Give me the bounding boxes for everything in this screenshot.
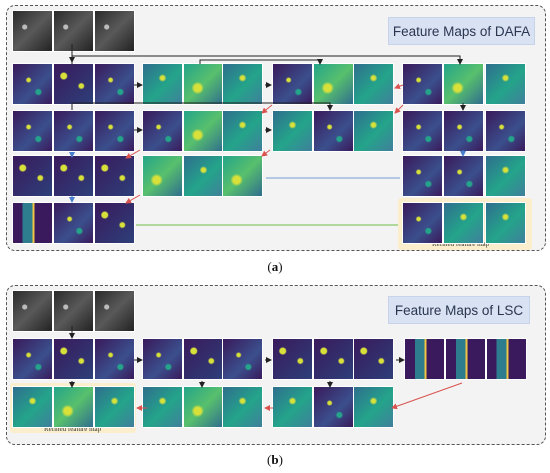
- feature-map-tile: [272, 63, 313, 105]
- feature-map-tile: [12, 63, 53, 105]
- feature-map-tile: [12, 110, 53, 152]
- arrow-b-red-3: [391, 382, 463, 410]
- feature-map-tile: [443, 63, 484, 105]
- feature-map-tile: [53, 202, 94, 244]
- feature-map-tile: [222, 63, 263, 105]
- feature-map-tile: [486, 338, 527, 380]
- feature-map-tile: [12, 338, 53, 380]
- feature-map-tile: [402, 63, 443, 105]
- feature-map-tile: [53, 290, 94, 332]
- feature-map-tile: [94, 110, 135, 152]
- feature-map-tile: [94, 290, 135, 332]
- feature-map-tile: [53, 10, 94, 52]
- feature-map-tile: [272, 338, 313, 380]
- feature-map-tile: [485, 155, 526, 197]
- arrow-a-mid-skip: [71, 102, 333, 111]
- feature-map-tile: [443, 155, 484, 197]
- arrow-a-red-2: [125, 194, 141, 204]
- arrow-a-red-4: [261, 149, 271, 157]
- feature-map-tile: [485, 110, 526, 152]
- caption-a: (a): [267, 259, 283, 274]
- feature-map-tile: [12, 386, 53, 428]
- feature-map-tile: [142, 155, 183, 197]
- feature-map-tile: [353, 63, 394, 105]
- feature-map-tile: [353, 110, 394, 152]
- arrow-a-red-3: [261, 104, 273, 114]
- feature-map-tile: [485, 63, 526, 105]
- feature-map-tile: [222, 110, 263, 152]
- feature-map-tile: [313, 63, 354, 105]
- feature-map-tile: [402, 202, 443, 244]
- feature-map-tile: [12, 155, 53, 197]
- arrow-a-red-5: [394, 104, 404, 114]
- feature-map-tile: [53, 110, 94, 152]
- feature-map-tile: [53, 63, 94, 105]
- feature-map-tile: [272, 386, 313, 428]
- feature-map-tile: [404, 338, 445, 380]
- feature-map-tile: [313, 386, 354, 428]
- feature-map-tile: [94, 338, 135, 380]
- feature-map-tile: [142, 338, 183, 380]
- arrow-a-top-skip-2: [199, 59, 323, 65]
- feature-map-tile: [402, 155, 443, 197]
- feature-map-tile: [142, 110, 183, 152]
- feature-map-tile: [94, 386, 135, 428]
- feature-map-tile: [94, 155, 135, 197]
- feature-map-tile: [222, 155, 263, 197]
- refined-feature-map-label-b: Refined feature map: [44, 425, 102, 433]
- refined-feature-map-label-a: Refined feature map: [432, 240, 490, 248]
- feature-map-tile: [94, 202, 135, 244]
- feature-map-tile: [353, 386, 394, 428]
- feature-map-tile: [443, 202, 484, 244]
- feature-map-tile: [183, 338, 224, 380]
- feature-map-tile: [445, 338, 486, 380]
- feature-map-tile: [53, 155, 94, 197]
- caption-b: (b): [267, 452, 283, 467]
- panel-b-title: Feature Maps of LSC: [388, 296, 530, 324]
- feature-map-tile: [222, 338, 263, 380]
- feature-map-tile: [53, 386, 94, 428]
- feature-map-tile: [485, 202, 526, 244]
- feature-map-tile: [222, 386, 263, 428]
- feature-map-tile: [402, 110, 443, 152]
- panel-a-title: Feature Maps of DAFA: [388, 17, 535, 45]
- arrow-a-red-1: [125, 149, 141, 159]
- feature-map-tile: [142, 386, 183, 428]
- feature-map-tile: [183, 386, 224, 428]
- feature-map-tile: [12, 10, 53, 52]
- feature-map-tile: [12, 202, 53, 244]
- feature-map-tile: [313, 338, 354, 380]
- feature-map-tile: [272, 110, 313, 152]
- feature-map-tile: [53, 338, 94, 380]
- feature-map-tile: [12, 290, 53, 332]
- feature-map-tile: [94, 63, 135, 105]
- feature-map-tile: [183, 110, 224, 152]
- feature-map-tile: [94, 10, 135, 52]
- arrow-a-red-6: [394, 83, 404, 90]
- feature-map-tile: [183, 155, 224, 197]
- feature-map-tile: [353, 338, 394, 380]
